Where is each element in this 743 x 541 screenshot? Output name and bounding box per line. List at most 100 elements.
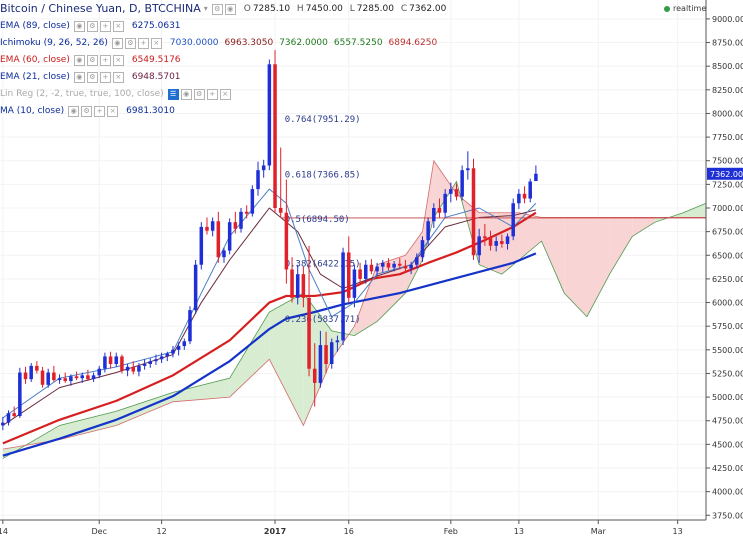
candle[interactable] [227,218,232,255]
candle[interactable] [466,151,470,180]
candle[interactable] [290,257,294,303]
candle[interactable] [222,247,226,263]
candle[interactable] [324,331,328,374]
candle[interactable] [29,363,33,382]
visibility-icon[interactable]: ◉ [224,3,236,15]
close-icon[interactable]: × [112,21,124,32]
candle[interactable] [460,165,464,201]
candle[interactable] [18,367,22,418]
candle[interactable] [471,158,476,260]
indicator-name[interactable]: Lin Reg (2, -2, true, true, 100, close) [0,89,164,99]
candle[interactable] [335,335,340,352]
add-icon[interactable]: + [99,55,111,66]
candle[interactable] [6,410,11,426]
candle[interactable] [199,222,204,270]
candle[interactable] [40,366,45,388]
candle[interactable] [35,361,39,374]
candle[interactable] [261,159,266,178]
settings-icon[interactable]: ⚙ [86,55,98,66]
candle[interactable] [108,351,113,369]
candle[interactable] [210,217,215,237]
eye-icon[interactable]: ◉ [73,55,85,66]
candle[interactable] [386,258,391,271]
candle[interactable] [488,230,493,251]
close-icon[interactable]: × [112,55,124,66]
candle[interactable] [154,354,158,365]
candle[interactable] [449,182,453,203]
candle[interactable] [74,371,79,381]
candle[interactable] [307,245,311,377]
add-icon[interactable]: + [206,89,218,100]
candle[interactable] [295,264,300,305]
eye-icon[interactable]: ◉ [68,106,80,117]
candle[interactable] [494,236,498,252]
candle[interactable] [23,366,28,384]
settings-icon[interactable]: ⚙ [81,106,93,117]
close-icon[interactable]: × [112,72,124,83]
settings-icon[interactable]: ⚙ [86,21,98,32]
symbol-dropdown-icon[interactable]: ▾ [203,4,208,13]
source-icon[interactable]: ☰ [167,89,179,100]
candle[interactable] [233,211,238,234]
candle[interactable] [318,330,323,388]
candle[interactable] [176,342,181,356]
candle[interactable] [301,266,306,308]
settings-icon[interactable]: ⚙ [211,3,223,15]
candle[interactable] [369,259,374,275]
settings-icon[interactable]: ⚙ [193,89,205,100]
indicator-name[interactable]: Ichimoku (9, 26, 52, 26) [0,38,108,48]
candle[interactable] [443,189,447,218]
candle[interactable] [329,338,334,369]
candle[interactable] [120,354,124,374]
candle[interactable] [500,234,504,248]
candle[interactable] [403,260,408,273]
candle[interactable] [142,359,147,370]
candle[interactable] [528,178,532,203]
indicator-name[interactable]: EMA (21, close) [0,72,70,82]
candle[interactable] [437,198,442,218]
candle[interactable] [267,59,272,171]
candle[interactable] [216,211,221,263]
candle[interactable] [205,217,209,235]
candle[interactable] [12,406,16,418]
candle[interactable] [97,365,101,379]
candle[interactable] [165,351,170,362]
candle[interactable] [131,361,136,375]
add-icon[interactable]: + [94,106,106,117]
candle[interactable] [91,372,96,382]
candle[interactable] [46,368,50,388]
candle[interactable] [341,247,345,346]
add-icon[interactable]: + [137,38,149,49]
add-icon[interactable]: + [99,72,111,83]
eye-icon[interactable]: ◉ [73,72,85,83]
candle[interactable] [278,147,283,218]
candle[interactable] [432,203,436,228]
eye-icon[interactable]: ◉ [73,21,85,32]
candle[interactable] [114,352,119,367]
candle[interactable] [256,161,260,196]
candle[interactable] [273,50,277,213]
candle[interactable] [159,352,164,364]
candle[interactable] [364,260,368,284]
candle[interactable] [420,236,425,262]
candle[interactable] [381,260,385,273]
add-icon[interactable]: + [99,21,111,32]
eye-icon[interactable]: ◉ [111,38,123,49]
candle[interactable] [52,365,56,382]
candle[interactable] [125,364,130,377]
candle[interactable] [171,346,175,358]
candle[interactable] [244,205,249,219]
candles[interactable] [1,50,538,431]
candle[interactable] [398,258,402,270]
candle[interactable] [69,374,73,386]
candle[interactable] [86,369,90,382]
candle[interactable] [103,352,107,373]
candle[interactable] [137,363,141,377]
candle[interactable] [522,186,527,204]
candle[interactable] [534,165,538,182]
indicator-name[interactable]: EMA (60, close) [0,55,70,65]
candle[interactable] [239,208,243,233]
candle[interactable] [57,374,62,384]
candle[interactable] [188,306,192,345]
